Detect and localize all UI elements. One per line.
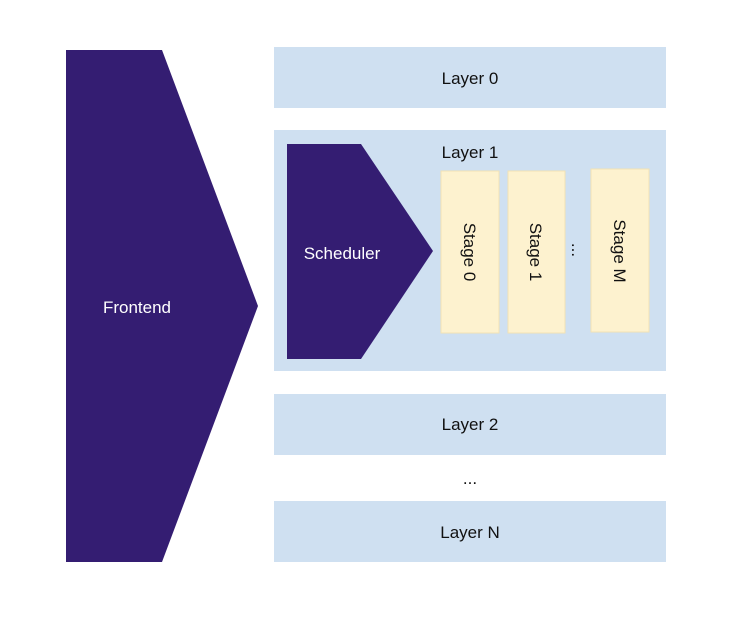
layer-1-label: Layer 1: [442, 143, 499, 162]
layer-0-box: [274, 47, 666, 108]
frontend-shape: [66, 50, 258, 562]
layer-n-box: [274, 501, 666, 562]
stage-m-label: Stage M: [610, 219, 629, 282]
stage-m-box: [590, 168, 650, 333]
layer-ellipsis: ...: [463, 469, 477, 488]
stage-1-box: [507, 170, 566, 334]
scheduler-shape: [287, 144, 433, 359]
scheduler-label: Scheduler: [304, 244, 381, 263]
stage-ellipsis: ...: [568, 243, 587, 257]
layer-n-label: Layer N: [440, 523, 500, 542]
layer-0-label: Layer 0: [442, 69, 499, 88]
stage-0-label: Stage 0: [460, 223, 479, 282]
stage-0-box: [440, 170, 500, 334]
frontend-label: Frontend: [103, 298, 171, 317]
layer-2-box: [274, 394, 666, 455]
stage-1-label: Stage 1: [526, 223, 545, 282]
layer-2-label: Layer 2: [442, 415, 499, 434]
